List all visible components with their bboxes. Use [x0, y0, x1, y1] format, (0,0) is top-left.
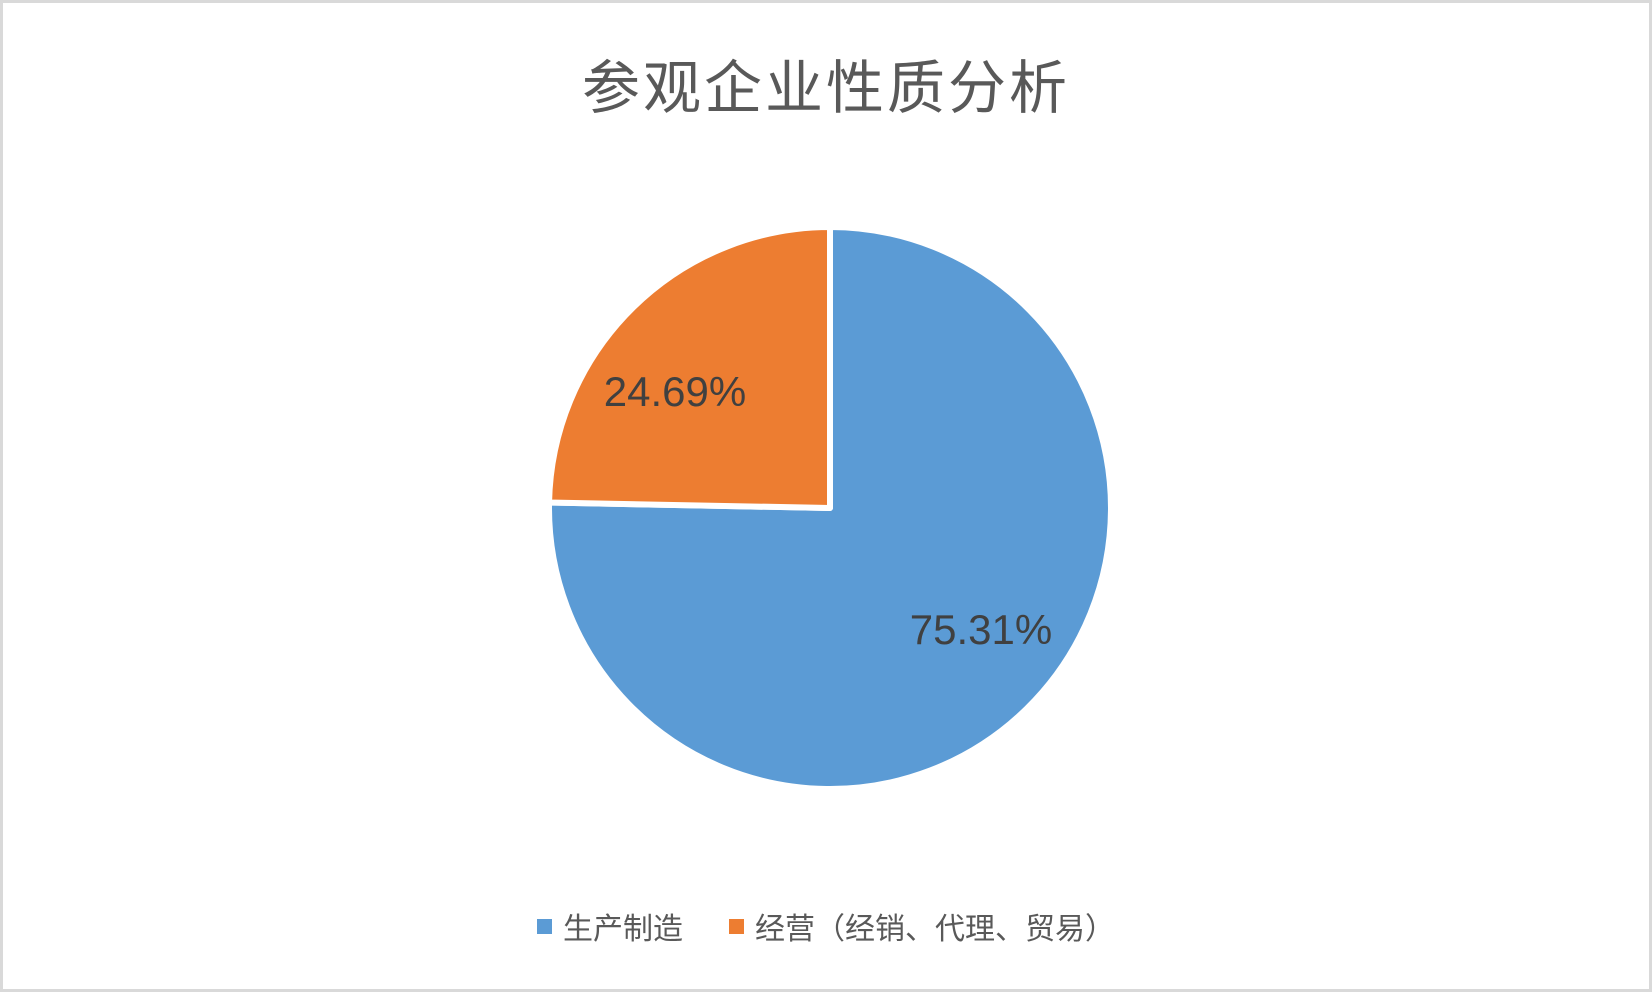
legend-label-manufacturing: 生产制造: [563, 913, 683, 946]
legend-item-trade[interactable]: 经营（经销、代理、贸易）: [729, 904, 1115, 948]
pie-slice-1[interactable]: [546, 224, 833, 511]
pie-plot-area: [546, 224, 1114, 792]
data-label-manufacturing: 75.31%: [909, 606, 1053, 653]
legend-item-manufacturing[interactable]: 生产制造: [537, 904, 683, 948]
legend-swatch-blue-icon: [537, 918, 552, 934]
data-label-trade: 24.69%: [603, 368, 747, 415]
chart-title: 参观企业性质分析: [581, 56, 1070, 121]
legend-label-trade: 经营（经销、代理、贸易）: [755, 913, 1115, 946]
legend-swatch-orange-icon: [729, 918, 744, 934]
legend: 生产制造 经营（经销、代理、贸易）: [3, 904, 1649, 948]
